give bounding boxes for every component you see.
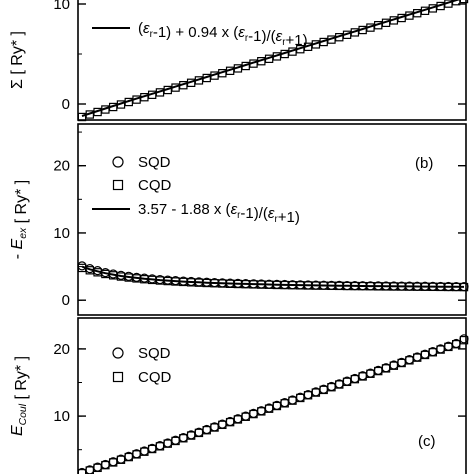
legend-label: 3.57 - 1.88 x (εr-1)/(εr+1)	[138, 201, 300, 226]
plot-frame	[77, 317, 467, 474]
y-tick-label: 10	[53, 408, 70, 425]
panel-2: 0 10 20 - Eex [ Ry* ] SQD CQD 3.57 - 1.88 x (ε…	[9, 123, 469, 316]
series-line	[81, 265, 465, 288]
legend-square-swatch	[112, 179, 124, 191]
y-axis-label: Σ [ Ry* ]	[9, 31, 26, 89]
legend-label: CQD	[138, 177, 172, 194]
legend-label: SQD	[138, 345, 171, 362]
square-point	[459, 0, 469, 4]
legend-label: CQD	[138, 369, 172, 386]
square-point	[77, 469, 87, 474]
legend-label: (εr-1) + 0.94 x (εr-1)/(εr+1)	[138, 20, 308, 49]
y-axis-label: ECoul [ Ry* ]	[9, 356, 30, 436]
y-tick-label: 0	[62, 292, 70, 309]
y-axis-label: - Eex [ Ry* ]	[9, 180, 30, 259]
legend-circle-swatch	[112, 156, 124, 168]
series-line	[81, 0, 461, 117]
y-tick-label: 10	[53, 225, 70, 242]
y-tick-label: 10	[53, 0, 70, 13]
circle-point	[77, 261, 87, 271]
legend-square-swatch	[112, 371, 124, 383]
y-tick-label: 20	[53, 158, 70, 175]
legend-circle-swatch	[112, 347, 124, 359]
y-tick-label: 20	[53, 341, 70, 358]
panel-label: (c)	[418, 433, 436, 450]
plot-frame	[77, 0, 467, 121]
legend-label: SQD	[138, 154, 171, 171]
panel-label: (b)	[415, 155, 433, 172]
y-tick-label: 0	[62, 96, 70, 113]
plot-frame	[77, 123, 467, 316]
square-point	[459, 335, 469, 345]
